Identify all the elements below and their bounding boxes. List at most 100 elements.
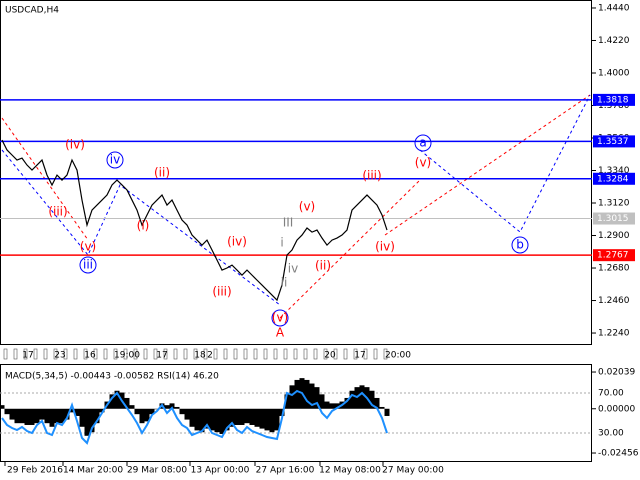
- y-tick-label: 0.02039: [598, 368, 635, 378]
- y-tick-label: 1.2680: [598, 264, 630, 274]
- session-tick: [73, 348, 78, 360]
- macd-bar: [134, 408, 140, 415]
- macd-bar: [249, 408, 255, 425]
- macd-bar: [129, 405, 135, 409]
- level-label: 1.3284: [597, 174, 629, 184]
- level-label-box: [593, 249, 635, 262]
- price-line: [1, 139, 388, 302]
- x-tick-label: 29 Feb 2016: [7, 466, 63, 476]
- session-mark: 23: [54, 351, 65, 361]
- y-tick-label: 1.2460: [598, 296, 630, 306]
- macd-bar: [34, 408, 40, 424]
- session-tick: [23, 348, 28, 360]
- macd-bar: [234, 408, 240, 425]
- macd-bar: [199, 408, 205, 433]
- macd-bar: [279, 408, 285, 416]
- session-mark: 19:00: [114, 351, 140, 361]
- y-tick-label: 1.3340: [598, 166, 630, 176]
- x-tick-label: 14 Mar 20:00: [63, 466, 123, 476]
- macd-bar: [74, 408, 80, 416]
- session-tick: [3, 348, 8, 360]
- macd-bar: [44, 408, 50, 424]
- session-tick: [53, 348, 58, 360]
- level-label: 1.3537: [597, 137, 629, 147]
- session-tick: [233, 348, 238, 360]
- level-label-box: [593, 93, 635, 106]
- macd-bar: [239, 408, 245, 425]
- macd-bar: [114, 390, 120, 409]
- y-tick-label: 0.00000: [598, 404, 635, 414]
- macd-bar: [209, 408, 215, 431]
- x-tick-label: 12 May 08:00: [319, 466, 381, 476]
- session-tick: [183, 348, 188, 360]
- macd-bar: [319, 394, 325, 409]
- macd-bar: [359, 385, 365, 409]
- macd-bar: [294, 379, 300, 409]
- session-tick: [193, 348, 198, 360]
- macd-bar: [214, 408, 220, 433]
- macd-bar: [39, 408, 45, 420]
- wave-label: (iv): [375, 240, 395, 254]
- macd-bar: [374, 397, 380, 409]
- y-tick-label: 1.4440: [598, 3, 630, 13]
- macd-bar: [334, 403, 340, 409]
- indicator-title: MACD(5,34,5) -0.00443 -0.00582 RSI(14) 4…: [5, 372, 219, 382]
- wave-label: a: [419, 136, 426, 150]
- session-tick: [123, 348, 128, 360]
- macd-bar: [384, 408, 390, 416]
- wave-label: iii: [83, 258, 93, 272]
- session-tick: [33, 348, 38, 360]
- x-tick-label: 27 May 00:00: [382, 466, 444, 476]
- macd-bar: [89, 408, 95, 433]
- wave-label: (iv): [227, 235, 247, 249]
- y2-tick-label: 30.00: [598, 429, 624, 439]
- macd-bar: [204, 408, 210, 429]
- macd-bar: [259, 408, 265, 429]
- macd-bar: [19, 408, 25, 424]
- macd-bar: [369, 390, 375, 409]
- session-tick: [383, 348, 388, 360]
- wave-label: (v): [80, 240, 96, 254]
- macd-bar: [169, 403, 175, 409]
- session-tick: [113, 348, 118, 360]
- session-tick: [363, 348, 368, 360]
- macd-bar: [14, 408, 20, 424]
- y-tick-label: 1.4000: [598, 68, 630, 78]
- macd-bar: [164, 405, 170, 409]
- macd-bar: [314, 387, 320, 409]
- macd-bar: [174, 406, 180, 409]
- macd-bar: [144, 408, 150, 422]
- macd-bar: [4, 408, 10, 415]
- macd-bar: [124, 397, 130, 409]
- wave-label: i: [280, 236, 283, 250]
- session-mark: 16: [84, 351, 96, 361]
- session-tick: [323, 348, 328, 360]
- wave-label: (i): [137, 219, 150, 233]
- session-tick: [343, 348, 348, 360]
- session-tick: [63, 348, 68, 360]
- macd-bar: [149, 408, 155, 415]
- y-tick-label: 1.3780: [598, 101, 630, 111]
- y2-tick-label: 70.00: [598, 389, 624, 399]
- session-tick: [203, 348, 208, 360]
- wave-label: (v): [299, 200, 315, 214]
- session-tick: [103, 348, 108, 360]
- macd-bar: [29, 408, 35, 425]
- session-mark: 18: [194, 351, 206, 361]
- y-tick-label: 1.3120: [598, 199, 630, 209]
- macd-bar: [0, 405, 5, 409]
- wave-circle: [106, 151, 124, 169]
- x-tick-label: 13 Apr 00:00: [191, 466, 250, 476]
- session-mark: 2: [207, 351, 213, 361]
- session-tick: [93, 348, 98, 360]
- rsi-line: [1, 389, 388, 445]
- session-tick: [13, 348, 18, 360]
- wave-circle: [414, 134, 432, 152]
- session-tick: [373, 348, 378, 360]
- session-tick: [223, 348, 228, 360]
- macd-bar: [254, 408, 260, 427]
- session-tick: [263, 348, 268, 360]
- session-mark: 17: [22, 351, 33, 361]
- macd-bar: [24, 408, 30, 425]
- session-tick: [353, 348, 358, 360]
